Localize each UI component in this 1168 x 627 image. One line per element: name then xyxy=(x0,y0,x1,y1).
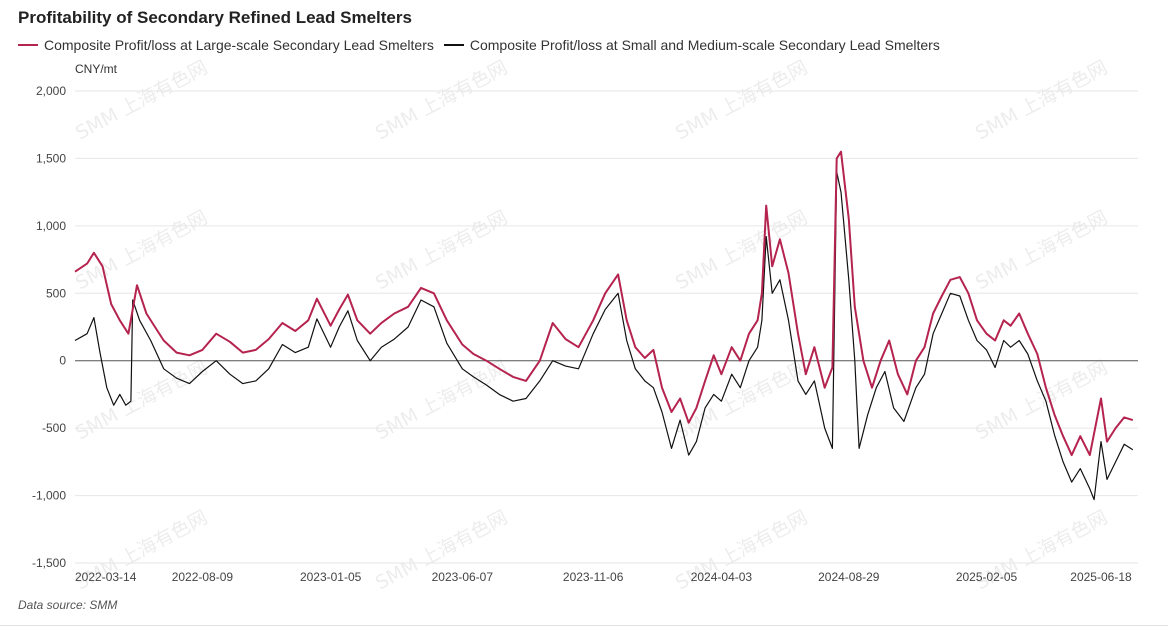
watermark-text: SMM 上海有色网 xyxy=(372,56,511,144)
watermark-text: SMM 上海有色网 xyxy=(972,206,1111,294)
legend-swatch-small-medium xyxy=(443,44,464,46)
watermark-text: SMM 上海有色网 xyxy=(72,356,211,444)
watermark-text: SMM 上海有色网 xyxy=(372,356,511,444)
x-tick-label: 2024-04-03 xyxy=(691,570,753,584)
y-tick-label: 500 xyxy=(46,286,66,300)
x-tick-label: 2025-06-18 xyxy=(1070,570,1132,584)
y-axis-unit: CNY/mt xyxy=(75,62,117,76)
watermark-text: SMM 上海有色网 xyxy=(72,206,211,294)
chart-legend: Composite Profit/loss at Large-scale Sec… xyxy=(18,37,940,53)
x-tick-label: 2022-03-14 xyxy=(75,570,137,584)
y-tick-label: 1,000 xyxy=(36,219,66,233)
series-line-small-medium xyxy=(74,171,1134,501)
x-tick-label: 2023-01-05 xyxy=(300,570,362,584)
watermark-text: SMM 上海有色网 xyxy=(972,56,1111,144)
x-tick-label: 2022-08-09 xyxy=(172,570,234,584)
legend-swatch-large xyxy=(18,44,38,46)
x-tick-label: 2024-08-29 xyxy=(818,570,880,584)
legend-item-large[interactable]: Composite Profit/loss at Large-scale Sec… xyxy=(18,37,434,53)
y-tick-label: 1,500 xyxy=(36,151,66,165)
y-tick-label: -1,500 xyxy=(32,556,66,570)
watermark-text: SMM 上海有色网 xyxy=(672,356,811,444)
watermark-text: SMM 上海有色网 xyxy=(372,206,511,294)
bottom-divider xyxy=(0,625,1168,626)
series-lines xyxy=(74,150,1134,501)
legend-item-small-medium[interactable]: Composite Profit/loss at Small and Mediu… xyxy=(443,37,940,53)
y-axis-ticks: 2,000 1,500 1,000 500 0 -500 -1,000 -1,500 xyxy=(32,84,66,570)
x-tick-label: 2023-11-06 xyxy=(563,570,624,584)
watermark-text: SMM 上海有色网 xyxy=(672,56,811,144)
y-tick-label: -1,000 xyxy=(32,489,66,503)
x-axis-ticks: 2022-03-14 2022-08-09 2023-01-05 2023-06-07… xyxy=(75,570,1132,584)
x-tick-label: 2025-02-05 xyxy=(956,570,1018,584)
y-tick-label: 0 xyxy=(59,354,66,368)
chart-title: Profitability of Secondary Refined Lead … xyxy=(18,8,412,27)
x-tick-label: 2023-06-07 xyxy=(432,570,494,584)
y-tick-label: -500 xyxy=(42,421,66,435)
series-line-large xyxy=(74,150,1134,457)
watermark-text: SMM 上海有色网 xyxy=(72,56,211,144)
data-source-note: Data source: SMM xyxy=(18,598,118,612)
gridlines xyxy=(75,90,1138,564)
legend-label-small-medium: Composite Profit/loss at Small and Mediu… xyxy=(469,37,940,53)
watermark-layer: SMM 上海有色网 SMM 上海有色网 SMM 上海有色网 SMM 上海有色网 SMM … xyxy=(72,56,1111,594)
legend-label-large: Composite Profit/loss at Large-scale Sec… xyxy=(44,37,434,53)
y-tick-label: 2,000 xyxy=(36,84,66,98)
